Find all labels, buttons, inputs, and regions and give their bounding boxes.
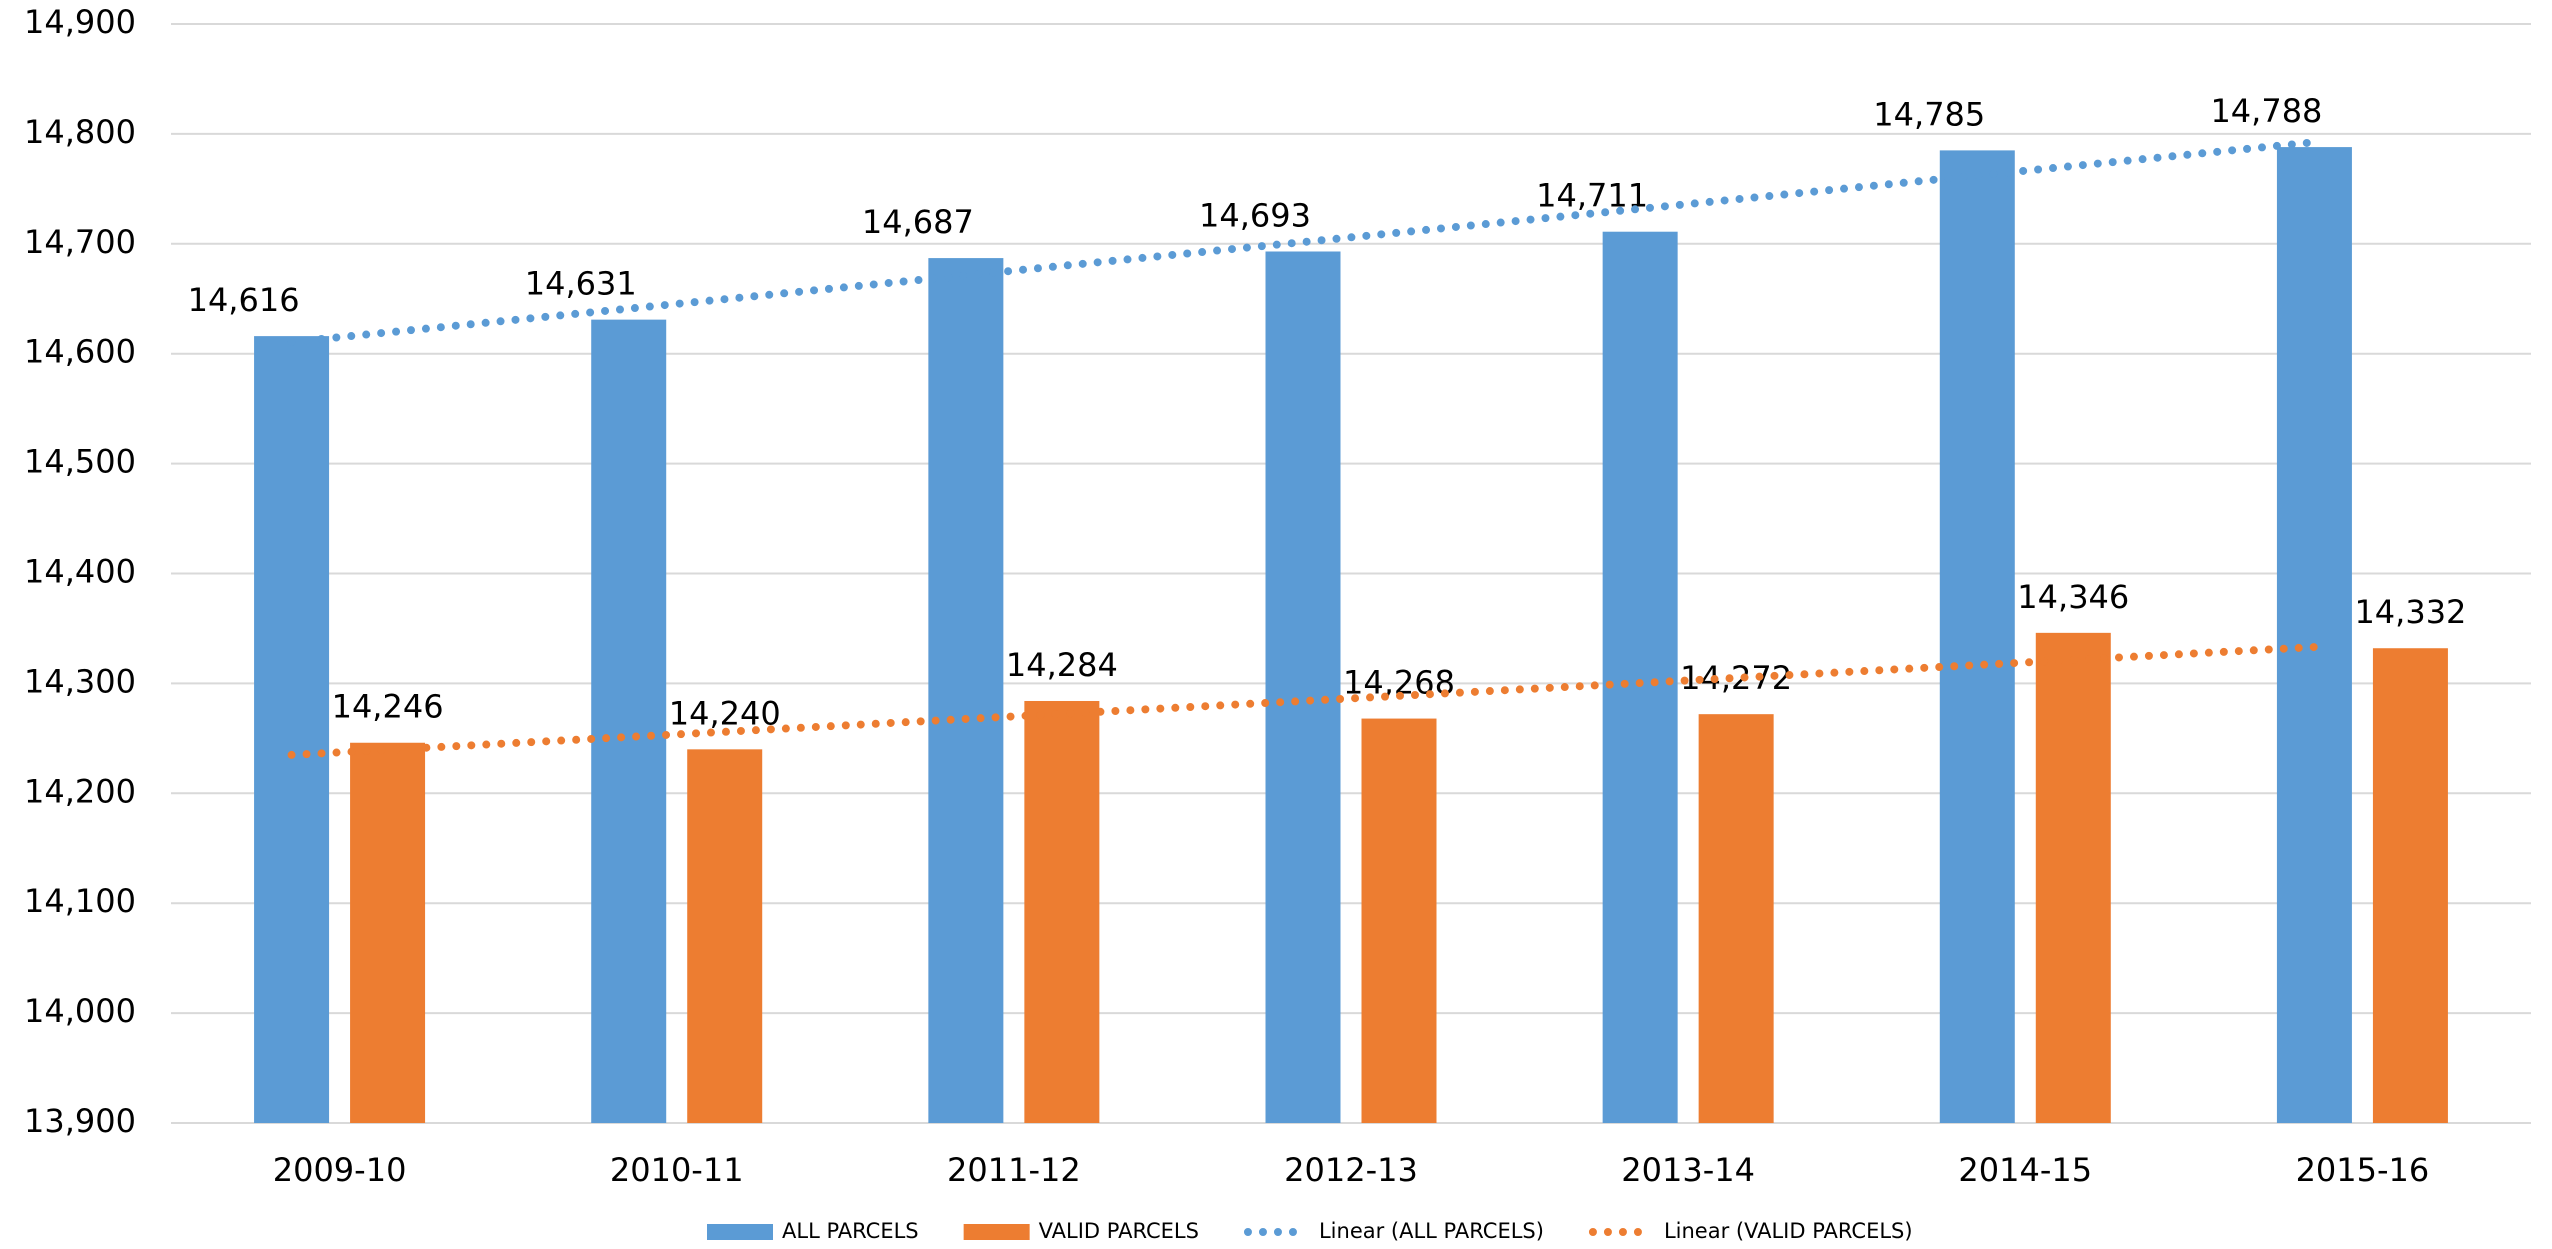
bar — [2372, 648, 2448, 1123]
bar — [1361, 718, 1437, 1123]
legend-label: VALID PARCELS — [1039, 1219, 1199, 1243]
value-label: 14,631 — [525, 265, 637, 303]
bar — [1939, 150, 2015, 1123]
y-tick-label: 14,900 — [24, 3, 136, 41]
value-label: 14,284 — [1006, 646, 1118, 684]
y-tick-label: 14,700 — [24, 223, 136, 261]
legend-swatch — [963, 1224, 1030, 1240]
legend-swatch — [707, 1224, 773, 1240]
legend-label: Linear (ALL PARCELS) — [1319, 1219, 1544, 1243]
value-label: 14,687 — [862, 203, 974, 241]
x-tick-label: 2010-11 — [610, 1151, 744, 1189]
value-label: 14,332 — [2354, 593, 2466, 631]
value-label: 14,246 — [332, 688, 444, 726]
x-tick-label: 2013-14 — [1621, 1151, 1755, 1189]
bar — [1265, 251, 1341, 1124]
x-tick-label: 2014-15 — [1958, 1151, 2092, 1189]
value-label: 14,711 — [1536, 177, 1648, 215]
value-label: 14,693 — [1199, 196, 1311, 234]
y-tick-label: 14,600 — [24, 333, 136, 371]
y-tick-label: 14,500 — [24, 443, 136, 481]
value-label: 14,616 — [188, 281, 300, 319]
bar — [591, 319, 667, 1124]
bar — [1698, 714, 1774, 1123]
legend-label: Linear (VALID PARCELS) — [1664, 1219, 1913, 1243]
y-tick-label: 13,900 — [24, 1102, 136, 1140]
bar — [1602, 231, 1678, 1123]
x-tick-label: 2015-16 — [2296, 1151, 2430, 1189]
y-tick-label: 14,300 — [24, 662, 136, 700]
value-label: 14,788 — [2210, 92, 2322, 130]
y-tick-label: 14,800 — [24, 113, 136, 151]
x-tick-label: 2011-12 — [947, 1151, 1081, 1189]
y-tick-label: 14,200 — [24, 772, 136, 810]
legend-label: ALL PARCELS — [782, 1219, 919, 1243]
value-label: 14,785 — [1873, 95, 1985, 133]
bar — [928, 258, 1004, 1123]
y-tick-label: 14,000 — [24, 992, 136, 1030]
bar — [350, 742, 426, 1123]
y-tick-label: 14,400 — [24, 553, 136, 591]
x-tick-label: 2012-13 — [1284, 1151, 1418, 1189]
y-tick-label: 14,100 — [24, 882, 136, 920]
value-label: 14,346 — [2017, 578, 2129, 616]
bar — [2276, 147, 2352, 1123]
bar — [687, 749, 763, 1123]
bar — [254, 336, 330, 1124]
trendline — [287, 138, 2319, 346]
x-tick-label: 2009-10 — [273, 1151, 407, 1189]
value-label: 14,240 — [669, 694, 781, 732]
bar — [2035, 632, 2111, 1123]
bar — [1024, 700, 1100, 1123]
